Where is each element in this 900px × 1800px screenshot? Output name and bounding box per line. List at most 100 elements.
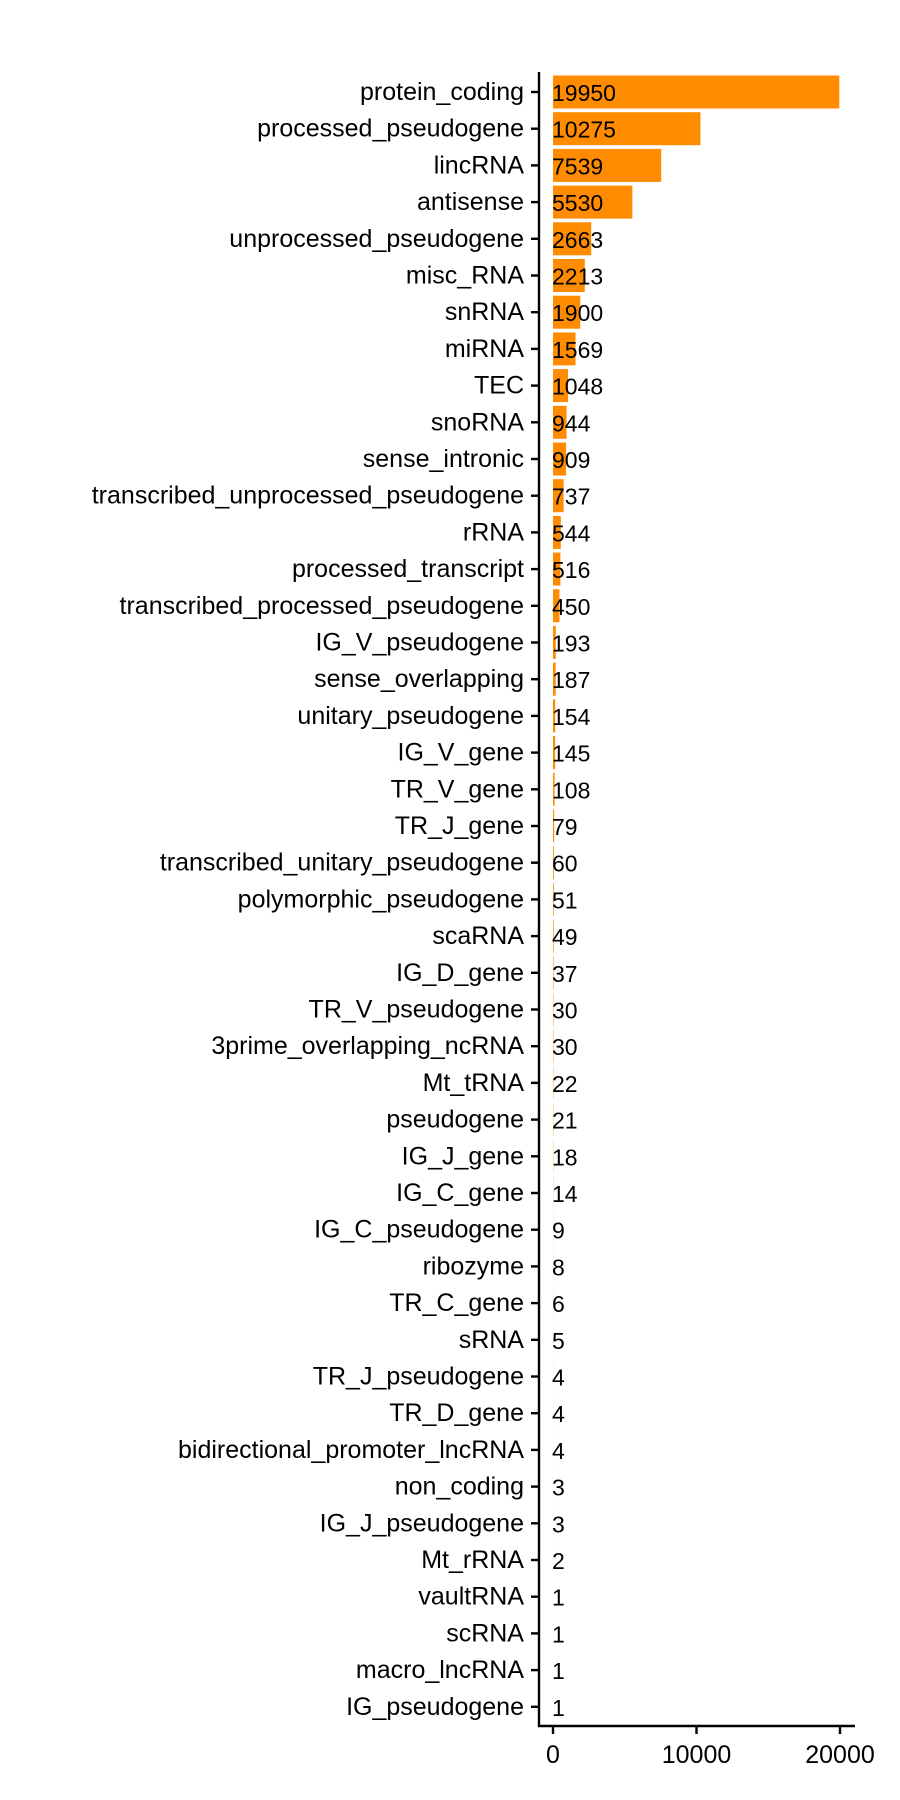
data-label: 14 bbox=[552, 1181, 578, 1207]
bar-TEC bbox=[553, 369, 569, 403]
data-label: 2213 bbox=[552, 264, 603, 290]
data-label: 516 bbox=[552, 557, 590, 583]
data-label: 5 bbox=[552, 1328, 565, 1354]
category-labels: protein_coding processed_pseudogene lincRN… bbox=[92, 78, 525, 1721]
category-label: snRNA bbox=[445, 298, 525, 326]
category-label: sense_overlapping bbox=[314, 665, 524, 693]
category-label: TR_D_gene bbox=[389, 1399, 524, 1427]
data-label: 4 bbox=[552, 1438, 565, 1464]
data-label: 2 bbox=[552, 1548, 565, 1574]
bar-snRNA bbox=[553, 295, 581, 329]
bar-transcribed_unprocessed_pseudogene bbox=[553, 479, 564, 513]
category-label: TR_V_pseudogene bbox=[309, 996, 524, 1024]
data-label: 1569 bbox=[552, 337, 603, 363]
data-label: 145 bbox=[552, 741, 590, 767]
category-label: macro_lncRNA bbox=[356, 1656, 524, 1684]
category-label: miRNA bbox=[445, 335, 524, 363]
bar-miRNA bbox=[553, 332, 576, 366]
data-label: 737 bbox=[552, 484, 590, 510]
bar-IG_V_pseudogene bbox=[553, 626, 556, 659]
data-labels: 1995010275753955302663221319001569104894… bbox=[552, 80, 616, 1721]
bar-transcribed_unitary_pseudogene bbox=[553, 846, 554, 880]
data-label: 1 bbox=[552, 1585, 565, 1611]
category-label: IG_J_pseudogene bbox=[320, 1509, 524, 1537]
data-label: 1 bbox=[552, 1621, 565, 1647]
x-tick-label: 0 bbox=[546, 1741, 560, 1769]
category-label: IG_C_gene bbox=[396, 1179, 524, 1207]
category-label: Mt_rRNA bbox=[421, 1546, 524, 1574]
data-label: 3 bbox=[552, 1511, 565, 1537]
data-label: 49 bbox=[552, 924, 578, 950]
data-label: 450 bbox=[552, 594, 590, 620]
category-label: TR_V_gene bbox=[391, 775, 524, 803]
bar-sense_overlapping bbox=[553, 662, 556, 696]
category-label: snoRNA bbox=[431, 408, 524, 436]
data-label: 2663 bbox=[552, 227, 603, 253]
category-label: IG_J_gene bbox=[402, 1142, 524, 1170]
data-label: 193 bbox=[552, 631, 590, 657]
data-label: 187 bbox=[552, 667, 590, 693]
category-label: TR_C_gene bbox=[389, 1289, 524, 1317]
data-label: 60 bbox=[552, 851, 578, 877]
bar-antisense bbox=[553, 185, 633, 219]
data-label: 9 bbox=[552, 1218, 565, 1244]
category-label: polymorphic_pseudogene bbox=[238, 885, 524, 913]
data-label: 1 bbox=[552, 1695, 565, 1721]
data-label: 6 bbox=[552, 1291, 565, 1317]
category-label: bidirectional_promoter_lncRNA bbox=[178, 1436, 524, 1464]
bar-TR_J_gene bbox=[553, 809, 555, 843]
category-label: unprocessed_pseudogene bbox=[229, 225, 524, 253]
data-label: 1 bbox=[552, 1658, 565, 1684]
category-label: non_coding bbox=[395, 1473, 524, 1501]
bar-processed_pseudogene bbox=[553, 112, 701, 146]
category-label: IG_V_gene bbox=[398, 739, 525, 767]
category-label: ribozyme bbox=[423, 1252, 524, 1280]
data-label: 8 bbox=[552, 1254, 565, 1280]
category-label: protein_coding bbox=[360, 78, 524, 106]
data-label: 30 bbox=[552, 1034, 578, 1060]
category-label: 3prime_overlapping_ncRNA bbox=[211, 1032, 524, 1060]
data-label: 1900 bbox=[552, 300, 603, 326]
category-label: TEC bbox=[474, 372, 524, 400]
category-label: transcribed_unitary_pseudogene bbox=[160, 849, 524, 877]
category-label: scaRNA bbox=[432, 922, 524, 950]
bars-layer bbox=[553, 75, 840, 1724]
data-label: 22 bbox=[552, 1071, 578, 1097]
bar-protein_coding bbox=[553, 75, 840, 109]
axes: 0 10000 20000 bbox=[531, 72, 875, 1769]
data-label: 10275 bbox=[552, 117, 616, 143]
data-label: 51 bbox=[552, 887, 578, 913]
data-label: 4 bbox=[552, 1401, 565, 1427]
data-label: 18 bbox=[552, 1144, 578, 1170]
category-label: antisense bbox=[417, 188, 524, 216]
category-label: IG_D_gene bbox=[396, 959, 524, 987]
category-label: IG_V_pseudogene bbox=[315, 629, 524, 657]
bar-processed_transcript bbox=[553, 552, 561, 586]
bar-lincRNA bbox=[553, 148, 662, 182]
category-label: Mt_tRNA bbox=[423, 1069, 525, 1097]
data-label: 7539 bbox=[552, 153, 603, 179]
bar-IG_V_gene bbox=[553, 736, 556, 770]
data-label: 3 bbox=[552, 1475, 565, 1501]
data-label: 108 bbox=[552, 777, 590, 803]
category-label: IG_C_pseudogene bbox=[314, 1216, 524, 1244]
category-label: sRNA bbox=[459, 1326, 525, 1354]
category-label: TR_J_gene bbox=[395, 812, 524, 840]
data-label: 544 bbox=[552, 520, 591, 546]
category-label: lincRNA bbox=[434, 151, 525, 179]
data-label: 37 bbox=[552, 961, 578, 987]
x-tick-label: 20000 bbox=[805, 1741, 875, 1769]
bar-sense_intronic bbox=[553, 442, 567, 476]
data-label: 5530 bbox=[552, 190, 603, 216]
bar-rRNA bbox=[553, 515, 561, 549]
data-label: 79 bbox=[552, 814, 578, 840]
data-label: 4 bbox=[552, 1365, 565, 1391]
x-tick-label: 10000 bbox=[662, 1741, 732, 1769]
data-label: 30 bbox=[552, 998, 578, 1024]
data-label: 1048 bbox=[552, 374, 603, 400]
category-label: processed_pseudogene bbox=[257, 115, 524, 143]
bar-scaRNA bbox=[553, 919, 554, 953]
data-label: 944 bbox=[552, 410, 591, 436]
category-label: sense_intronic bbox=[363, 445, 524, 473]
